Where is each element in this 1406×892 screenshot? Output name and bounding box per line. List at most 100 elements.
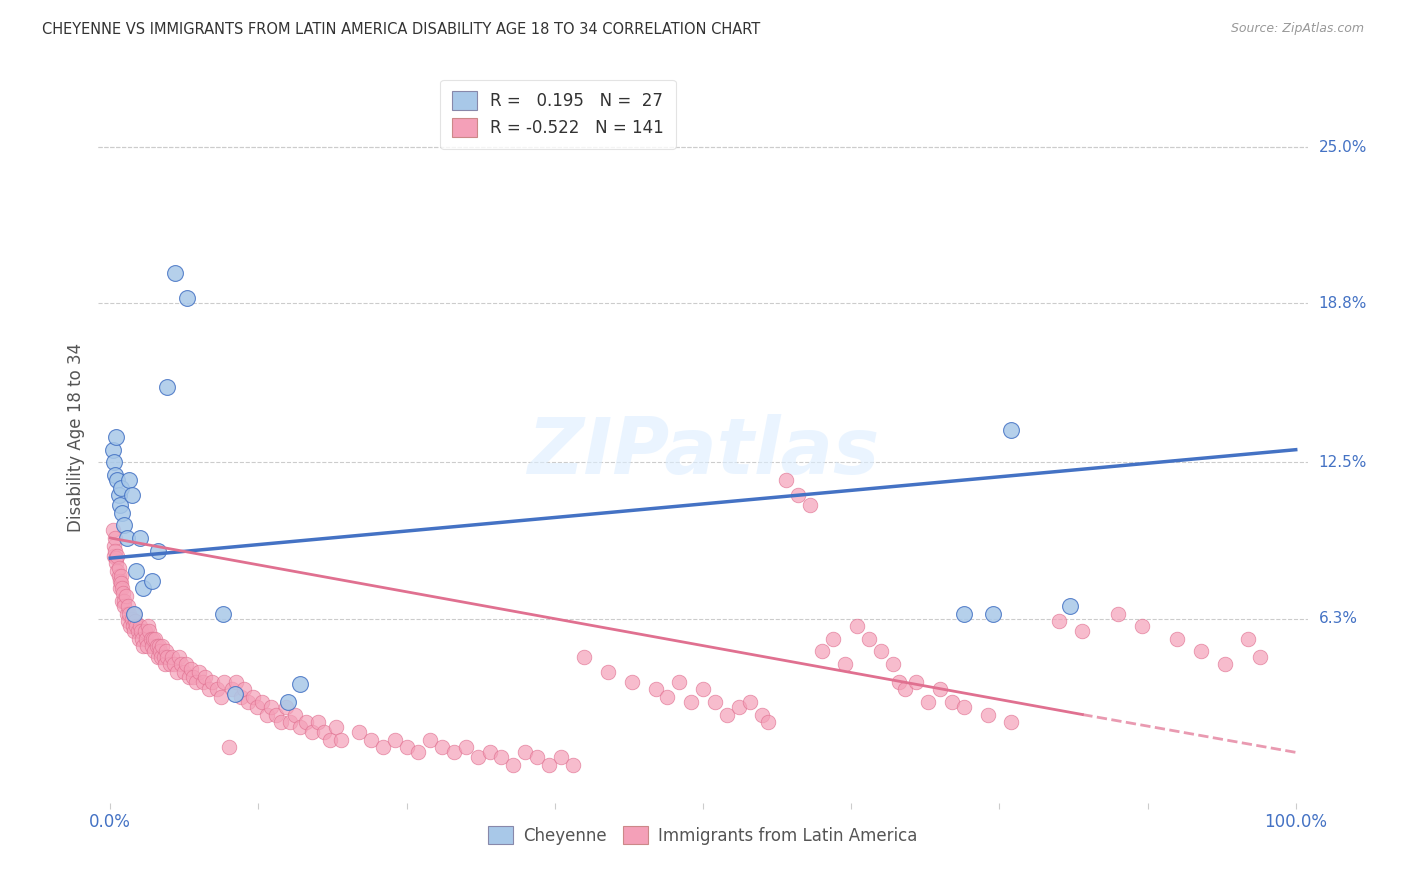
Point [101, 442, 124, 457]
Point [242, 690, 264, 704]
Point [156, 379, 179, 393]
Point [124, 614, 146, 628]
Point [111, 506, 134, 520]
Point [1166, 632, 1188, 646]
Point [125, 564, 148, 578]
Point [160, 649, 183, 664]
Point [209, 690, 232, 704]
Point [128, 632, 150, 646]
Point [184, 674, 207, 689]
Text: ZIPatlas: ZIPatlas [527, 414, 879, 490]
Point [112, 586, 135, 600]
Point [432, 740, 454, 755]
Point [1071, 624, 1094, 639]
Point [929, 682, 952, 697]
Point [395, 740, 418, 755]
Point [205, 682, 228, 697]
Point [201, 674, 224, 689]
Point [135, 632, 157, 646]
Point [134, 624, 156, 639]
Point [212, 674, 235, 689]
Point [143, 632, 166, 646]
Point [108, 498, 131, 512]
Text: Source: ZipAtlas.com: Source: ZipAtlas.com [1230, 22, 1364, 36]
Point [905, 674, 928, 689]
Point [443, 745, 465, 759]
Point [104, 467, 127, 482]
Point [229, 690, 252, 704]
Point [250, 695, 273, 709]
Point [858, 632, 880, 646]
Point [526, 750, 548, 764]
Point [307, 715, 329, 730]
Point [105, 551, 128, 566]
Point [869, 644, 891, 658]
Point [1000, 715, 1022, 730]
Point [224, 687, 246, 701]
Point [384, 732, 406, 747]
Point [136, 640, 159, 654]
Point [657, 690, 679, 704]
Point [810, 644, 832, 658]
Point [111, 582, 134, 596]
Point [114, 518, 136, 533]
Point [132, 640, 155, 654]
Point [145, 640, 167, 654]
Point [887, 674, 910, 689]
Point [502, 758, 524, 772]
Point [122, 607, 145, 621]
Point [121, 619, 143, 633]
Point [104, 543, 127, 558]
Point [110, 481, 132, 495]
Point [288, 677, 311, 691]
Point [454, 740, 477, 755]
Point [149, 644, 172, 658]
Point [218, 740, 240, 755]
Point [132, 582, 155, 596]
Point [138, 624, 160, 639]
Point [976, 707, 998, 722]
Legend: Cheyenne, Immigrants from Latin America: Cheyenne, Immigrants from Latin America [479, 818, 927, 853]
Point [141, 574, 163, 588]
Point [104, 531, 127, 545]
Point [101, 524, 124, 538]
Point [491, 750, 513, 764]
Point [127, 624, 149, 639]
Point [274, 700, 297, 714]
Point [1249, 649, 1271, 664]
Point [952, 607, 974, 621]
Point [620, 674, 643, 689]
Point [371, 740, 394, 755]
Point [1189, 644, 1212, 658]
Point [246, 700, 269, 714]
Point [692, 682, 714, 697]
Point [197, 682, 219, 697]
Point [136, 619, 159, 633]
Point [941, 695, 963, 709]
Point [167, 649, 190, 664]
Point [103, 455, 125, 469]
Point [1107, 607, 1129, 621]
Point [108, 582, 131, 596]
Point [284, 707, 307, 722]
Point [129, 531, 152, 545]
Point [893, 682, 915, 697]
Point [561, 758, 583, 772]
Text: 18.8%: 18.8% [1319, 296, 1367, 311]
Point [264, 707, 287, 722]
Y-axis label: Disability Age 18 to 34: Disability Age 18 to 34 [66, 343, 84, 532]
Point [330, 732, 353, 747]
Point [347, 725, 370, 739]
Point [105, 430, 128, 444]
Point [277, 695, 299, 709]
Point [194, 670, 217, 684]
Point [159, 657, 181, 671]
Point [177, 670, 200, 684]
Point [107, 561, 129, 575]
Point [917, 695, 939, 709]
Point [121, 488, 143, 502]
Point [143, 644, 166, 658]
Point [131, 632, 153, 646]
Point [225, 674, 247, 689]
Point [111, 594, 134, 608]
